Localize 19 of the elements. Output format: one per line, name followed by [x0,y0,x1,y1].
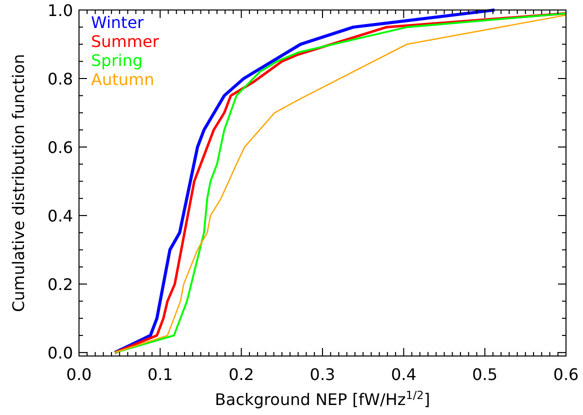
x-tick-label: 0.6 [553,365,579,384]
text: Autumn [91,70,154,89]
x-tick-label: 0.1 [147,365,173,384]
x-tick-label: 0.3 [310,365,336,384]
text: Winter [91,13,144,32]
y-tick-label: 0.0 [48,344,73,363]
text: Spring [91,51,143,70]
y-tick-label: 0.8 [48,70,73,89]
x-tick-label: 0.0 [66,365,92,384]
x-axis-title: Background NEP [fW/Hz$^{1/2}$] [214,388,430,409]
x-tick-label: 0.5 [472,365,498,384]
y-axis-title: Cumulative distribution function [9,54,28,312]
x-tick-label: 0.4 [390,365,416,384]
x-tick-label: 0.2 [228,365,254,384]
y-tick-label: 0.2 [48,275,73,294]
text: Summer [91,32,160,51]
y-tick-label: 0.4 [48,206,73,226]
y-tick-label: 1.0 [48,1,73,20]
y-tick-label: 0.6 [48,138,73,158]
